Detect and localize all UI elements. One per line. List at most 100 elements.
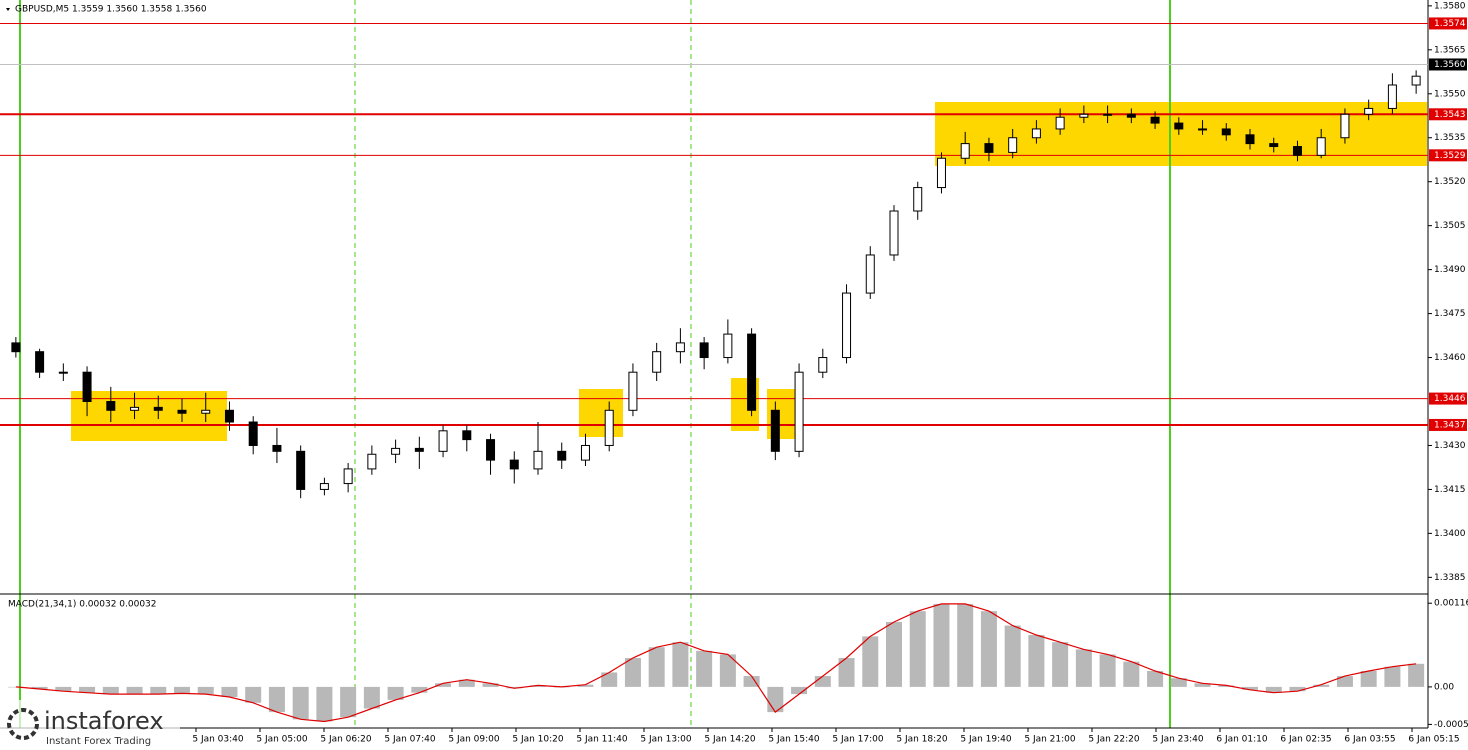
logo-tagline: Instant Forex Trading: [46, 736, 151, 747]
candle-body: [177, 409, 187, 414]
candle-body: [367, 453, 377, 470]
candle-body: [1340, 113, 1350, 139]
macd-bar: [1052, 642, 1069, 687]
y-tick-label: 1.3535: [1434, 133, 1466, 143]
logo-bg: [0, 700, 180, 750]
candle-body: [1198, 128, 1208, 131]
macd-bar: [1218, 685, 1235, 687]
candle-body: [509, 459, 519, 470]
macd-bar: [363, 686, 380, 709]
y-tick-label: 1.3460: [1434, 353, 1466, 363]
candle-body: [1055, 116, 1065, 130]
x-tick-label: 5 Jan 19:40: [960, 735, 1012, 745]
candle-body: [130, 406, 140, 411]
macd-bar: [197, 686, 214, 695]
current-price-label: 1.3560: [1434, 60, 1466, 70]
macd-bar: [316, 686, 333, 722]
logo: instaforex Instant Forex Trading: [0, 700, 180, 750]
y-tick-label: 1.3415: [1434, 485, 1466, 495]
candle-body: [106, 401, 116, 411]
candle-body: [248, 421, 258, 446]
y-tick-label: 1.3385: [1434, 573, 1466, 583]
level-label: 1.3437: [1434, 420, 1466, 430]
macd-bar: [1075, 649, 1092, 687]
candle-body: [580, 444, 590, 461]
candle-body: [1316, 137, 1326, 156]
candle-body: [1103, 113, 1113, 116]
x-tick-label: 6 Jan 01:10: [1216, 735, 1268, 745]
zone: [935, 102, 1427, 166]
macd-bar: [672, 642, 689, 687]
macd-bar: [150, 686, 167, 695]
candle-body: [11, 342, 21, 353]
macd-bar: [1265, 686, 1282, 693]
macd-bar: [886, 621, 902, 687]
x-tick-label: 5 Jan 13:00: [640, 735, 692, 745]
candle-body: [865, 254, 875, 294]
macd-bar: [1004, 625, 1021, 687]
macd-bar: [838, 658, 855, 687]
macd-bar: [648, 647, 665, 687]
candle-body: [391, 447, 401, 455]
macd-bar: [862, 636, 879, 687]
menu-arrow: [6, 8, 10, 11]
candle-body: [1221, 128, 1231, 136]
candle-body: [604, 409, 614, 446]
macd-bar: [1360, 671, 1377, 687]
candle-body: [533, 450, 543, 470]
current-price-box: [1429, 58, 1467, 71]
y-tick-label: 0.00116: [1434, 599, 1468, 609]
macd-bar: [696, 650, 713, 687]
candle-body: [1126, 113, 1136, 118]
session-lines: [19, 0, 1171, 728]
logo-icon: [7, 708, 39, 740]
x-tick-label: 5 Jan 06:20: [320, 735, 372, 745]
x-tick-label: 6 Jan 02:35: [1280, 735, 1331, 745]
macd-bar: [909, 611, 926, 687]
macd-bar: [31, 686, 48, 690]
candle-body: [153, 406, 163, 411]
macd-bar: [791, 686, 808, 695]
macd-bar: [245, 686, 262, 703]
chart-title: GBPUSD,M5 1.3559 1.3560 1.3558 1.3560: [15, 5, 207, 15]
macd-bar: [957, 603, 974, 687]
macd-bar: [980, 611, 997, 687]
y-tick-label: 1.3565: [1434, 45, 1466, 55]
y-tick-label: 1.3430: [1434, 441, 1466, 451]
y-tick-label: 0.00: [1434, 682, 1454, 692]
candle-body: [1245, 134, 1255, 145]
x-tick-label: 5 Jan 07:40: [384, 735, 436, 745]
candle-body: [414, 447, 424, 452]
macd-bar: [1194, 683, 1211, 687]
macd-bar: [221, 686, 238, 697]
zone: [71, 391, 227, 441]
candle-body: [224, 409, 234, 423]
level-box: [1429, 418, 1467, 431]
macd-bar: [624, 658, 641, 687]
candle-body: [1364, 107, 1374, 115]
macd-line: [15, 603, 1417, 723]
x-tick-label: 5 Jan 14:20: [704, 735, 756, 745]
y-tick-label: 1.3475: [1434, 309, 1466, 319]
macd-bar: [7, 686, 24, 688]
macd-bar: [387, 686, 404, 700]
macd-bar: [530, 685, 546, 687]
candle-body: [889, 210, 899, 256]
candle-body: [58, 371, 68, 374]
macd-bar: [79, 686, 96, 693]
macd-bar: [1408, 663, 1425, 687]
candle-body: [675, 342, 685, 353]
macd-bar: [268, 686, 285, 713]
macd-bar: [458, 679, 475, 687]
level-box: [1429, 17, 1467, 30]
level-label: 1.3574: [1434, 19, 1466, 29]
y-tick-label: 1.3580: [1434, 1, 1466, 11]
macd-bar: [55, 686, 72, 692]
y-tick-label: 1.3505: [1434, 221, 1466, 231]
candle-body: [984, 143, 994, 153]
x-tick-label: 5 Jan 23:40: [1152, 735, 1204, 745]
x-tick-label: 5 Jan 15:40: [768, 735, 820, 745]
candle-body: [1387, 84, 1397, 109]
candle-body: [82, 371, 92, 403]
x-tick-label: 5 Jan 22:20: [1088, 735, 1140, 745]
